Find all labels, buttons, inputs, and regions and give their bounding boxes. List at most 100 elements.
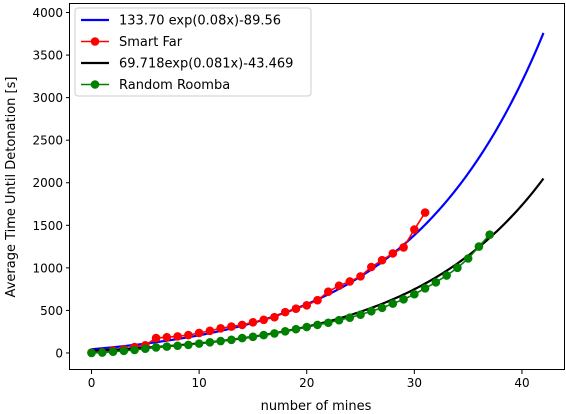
x-axis: 0 10 20 30 40: [88, 370, 530, 390]
series-line: [91, 234, 491, 354]
legend-label: Random Roomba: [119, 78, 230, 93]
data-point: [87, 348, 96, 358]
legend-item: 133.70 exp(0.08x)-89.56: [81, 14, 281, 29]
x-tick-label: 10: [191, 376, 206, 390]
legend-box: [74, 7, 312, 97]
data-point: [108, 347, 118, 357]
data-point: [248, 318, 258, 327]
series-3: [87, 230, 494, 358]
y-axis-label: Average Time Until Detonation [s]: [4, 77, 19, 298]
data-point: [130, 345, 139, 355]
data-point: [313, 320, 322, 330]
legend: 133.70 exp(0.08x)-89.56 Smart Far 69.718ex…: [74, 7, 312, 97]
data-point: [97, 348, 107, 357]
data-point: [291, 324, 301, 334]
y-tick-label: 2000: [32, 176, 63, 190]
data-point: [162, 332, 172, 342]
data-point: [119, 346, 129, 356]
data-point: [399, 243, 408, 252]
x-tick-label: 0: [88, 376, 96, 390]
data-point: [237, 333, 247, 343]
plot-content: [87, 32, 545, 358]
data-point: [388, 299, 398, 308]
data-point: [151, 343, 161, 352]
data-point: [367, 306, 376, 316]
data-point: [248, 332, 258, 342]
legend-label: 133.70 exp(0.08x)-89.56: [119, 14, 281, 29]
legend-item: Smart Far: [81, 35, 183, 50]
data-point: [194, 339, 204, 348]
y-tick-label: 2500: [32, 134, 63, 148]
data-point: [162, 342, 172, 351]
data-point: [356, 310, 365, 319]
data-point: [302, 301, 312, 310]
data-point: [323, 287, 333, 296]
data-point: [227, 335, 236, 345]
x-tick-label: 20: [299, 376, 314, 390]
data-point: [345, 313, 355, 322]
data-point: [237, 320, 247, 330]
data-point: [334, 315, 344, 325]
data-point: [194, 328, 204, 338]
data-point: [302, 322, 312, 332]
data-point: [227, 322, 236, 331]
y-axis: 0 500 1000 1500 2000 2500 3000 3500 4000: [32, 6, 70, 360]
data-point: [173, 332, 182, 341]
data-point: [474, 242, 484, 251]
data-point: [291, 304, 301, 314]
data-point: [431, 278, 441, 287]
data-point: [377, 255, 387, 265]
data-point: [270, 329, 279, 338]
y-tick-label: 4000: [32, 6, 63, 20]
series-line: [91, 212, 426, 354]
x-tick-label: 30: [407, 376, 422, 390]
data-point: [442, 271, 451, 280]
data-point: [410, 225, 419, 234]
data-point: [205, 326, 215, 336]
data-point: [205, 338, 215, 347]
series-1: [87, 208, 430, 357]
data-point: [184, 330, 193, 340]
data-point: [367, 262, 376, 272]
data-point: [356, 272, 365, 281]
data-point: [280, 307, 290, 317]
data-point: [259, 330, 268, 340]
legend-marker: [90, 80, 100, 89]
plot-frame: [69, 3, 565, 370]
y-tick-label: 3000: [32, 91, 63, 105]
data-point: [259, 315, 268, 325]
x-tick-label: 40: [514, 376, 529, 390]
data-point: [410, 289, 419, 299]
data-point: [388, 249, 398, 258]
data-point: [173, 341, 182, 351]
x-axis-label: number of mines: [261, 399, 372, 414]
data-point: [377, 303, 387, 313]
legend-label: 69.718exp(0.081x)-43.469: [119, 57, 293, 72]
data-point: [453, 263, 462, 273]
data-point: [270, 312, 279, 322]
data-point: [345, 277, 355, 286]
data-point: [420, 208, 430, 217]
data-point: [334, 281, 344, 291]
data-point: [184, 340, 193, 350]
data-point: [280, 326, 290, 336]
y-tick-label: 1000: [32, 261, 63, 275]
y-tick-label: 500: [40, 304, 63, 318]
data-point: [463, 254, 473, 263]
y-tick-label: 0: [55, 346, 63, 360]
data-point: [399, 295, 408, 304]
legend-label: Smart Far: [119, 35, 183, 50]
y-tick-label: 1500: [32, 219, 63, 233]
data-point: [151, 333, 161, 343]
data-point: [216, 336, 225, 346]
data-point: [216, 323, 225, 333]
y-tick-label: 3500: [32, 49, 63, 63]
data-point: [313, 295, 322, 305]
data-point: [485, 230, 494, 239]
legend-marker: [90, 37, 100, 46]
legend-item: Random Roomba: [81, 78, 230, 93]
data-point: [420, 283, 430, 293]
legend-item: 69.718exp(0.081x)-43.469: [81, 57, 293, 72]
data-point: [141, 344, 150, 354]
